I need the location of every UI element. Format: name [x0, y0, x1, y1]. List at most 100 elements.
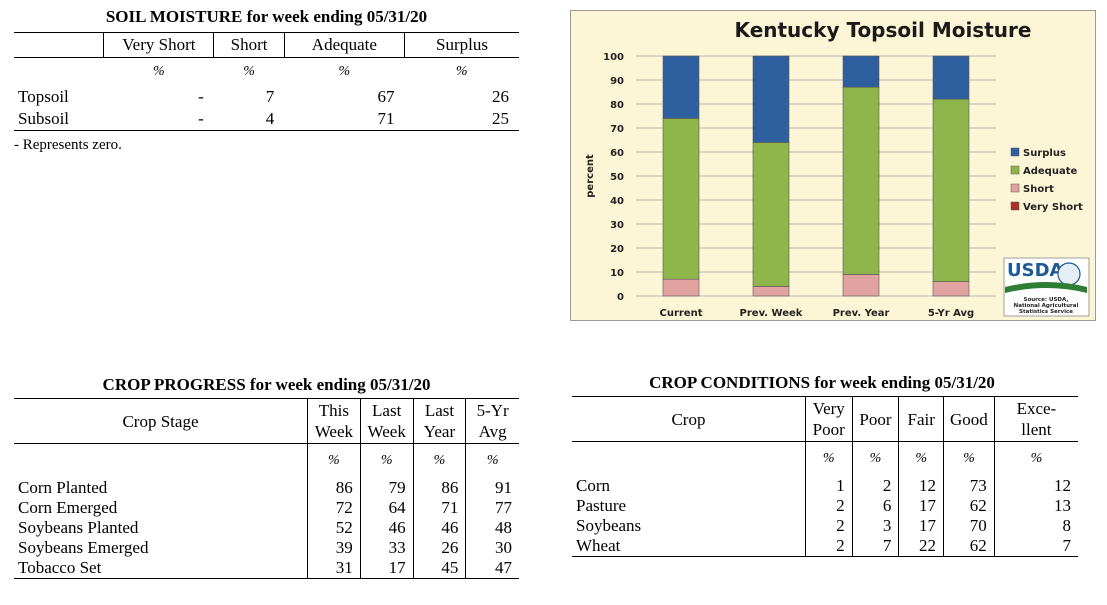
unit-cell: %: [153, 64, 165, 79]
column-header: Last Week: [359, 398, 414, 444]
unit-cell: %: [804, 441, 853, 476]
value-cell: 30: [465, 538, 519, 558]
column-header: This Week: [306, 398, 361, 444]
y-axis-label: percent: [585, 154, 596, 198]
table-row: Tobacco Set 31 17 45 47: [14, 558, 519, 579]
y-tick-label: 0: [617, 292, 624, 303]
column-header: Very Poor: [804, 396, 853, 442]
column-header: Short: [213, 32, 285, 58]
bar-segment-short: [842, 274, 880, 297]
row-label-header: [14, 32, 104, 58]
bar-segment-surplus: [842, 55, 880, 88]
table-row: Corn 1 2 12 73 12: [572, 476, 1078, 496]
value-cell: 64: [359, 498, 414, 518]
y-tick-label: 40: [610, 196, 624, 207]
usda-logo-text: USDA: [1007, 260, 1064, 281]
column-header: Surplus: [403, 32, 519, 58]
y-tick-label: 10: [610, 268, 624, 279]
zero-footnote: - Represents zero.: [14, 137, 122, 153]
unit-cell: %: [306, 443, 361, 478]
column-header: Crop: [572, 396, 806, 442]
x-tick-label: 5-Yr Avg: [928, 308, 974, 319]
row-label: Soybeans Planted: [18, 518, 139, 537]
column-header: 5-Yr Avg: [465, 398, 519, 444]
row-label: Tobacco Set: [14, 558, 308, 579]
value-cell: -: [198, 87, 204, 106]
table-row: Topsoil - 7 67 26: [14, 86, 519, 108]
value-cell: 62: [943, 536, 995, 557]
table-header-row: Crop Very Poor Poor Fair Good Exce-llent: [572, 396, 1078, 442]
value-cell: 62: [943, 496, 995, 516]
column-header: Good: [943, 396, 995, 442]
unit-row: % % % % %: [572, 441, 1078, 477]
bar-segment-short: [752, 286, 790, 297]
value-cell: 6: [851, 496, 899, 516]
value-cell: 73: [943, 476, 995, 496]
row-label: Corn Emerged: [18, 498, 118, 517]
unit-cell: %: [455, 64, 468, 79]
bar-segment-adequate: [932, 98, 970, 282]
value-cell: 12: [898, 476, 944, 496]
column-header: Crop Stage: [14, 398, 308, 444]
unit-cell: %: [465, 443, 519, 478]
soil-moisture-table: Very Short Short Adequate Surplus % % % …: [14, 32, 519, 131]
unit-cell: %: [412, 443, 466, 478]
legend-label: Very Short: [1023, 202, 1083, 213]
value-cell: 48: [465, 518, 519, 538]
legend-swatch: [1010, 165, 1020, 175]
value-cell: 86: [412, 478, 466, 498]
y-tick-label: 30: [610, 220, 624, 231]
bar-segment-surplus: [752, 55, 790, 143]
legend-swatch: [1010, 147, 1020, 157]
value-cell: 86: [306, 478, 361, 498]
column-header: Fair: [898, 396, 944, 442]
empty-cell: [572, 442, 805, 477]
value-cell: 33: [359, 538, 414, 558]
value-cell: 13: [993, 496, 1078, 516]
value-cell: 91: [465, 478, 519, 498]
value-cell: 8: [993, 516, 1078, 536]
value-cell: 12: [993, 476, 1078, 496]
row-label: Wheat: [572, 536, 806, 557]
bar-segment-surplus: [932, 55, 970, 100]
chart-title: Kentucky Topsoil Moisture: [735, 18, 1032, 42]
column-header: Last Year: [412, 398, 466, 444]
value-cell: 77: [465, 498, 519, 518]
source-text: Statistics Service: [1019, 309, 1073, 315]
row-label: Pasture: [576, 496, 627, 515]
y-tick-label: 20: [610, 244, 624, 255]
unit-cell: %: [359, 443, 414, 478]
crop-progress-title: CROP PROGRESS for week ending 05/31/20: [102, 375, 431, 394]
bar-segment-adequate: [842, 86, 880, 275]
bar-segment-adequate: [752, 142, 790, 287]
unit-cell: %: [243, 64, 255, 79]
usda-swoosh-icon: [1005, 282, 1087, 293]
row-label: Corn: [576, 476, 610, 495]
crop-conditions-title: CROP CONDITIONS for week ending 05/31/20: [649, 373, 995, 392]
value-cell: -: [103, 108, 214, 131]
crop-progress-table: Crop Stage This Week Last Week Last Year 5-…: [14, 398, 519, 579]
bar-segment-adequate: [662, 118, 700, 280]
soil-moisture-title: SOIL MOISTURE for week ending 05/31/20: [105, 7, 428, 26]
legend-swatch: [1010, 201, 1020, 211]
value-cell: 17: [898, 516, 944, 536]
legend-label: Surplus: [1023, 148, 1066, 159]
empty-cell: [14, 444, 307, 479]
value-cell: 17: [898, 496, 944, 516]
table-row: Corn Planted 86 79 86 91: [14, 478, 519, 498]
column-header: Poor: [851, 396, 899, 442]
crop-conditions-table: Crop Very Poor Poor Fair Good Exce-llent …: [572, 396, 1078, 557]
value-cell: 79: [359, 478, 414, 498]
legend-swatch: [1010, 183, 1020, 193]
value-cell: 46: [412, 518, 466, 538]
unit-cell: %: [851, 441, 899, 476]
row-label: Soybeans Emerged: [18, 538, 149, 557]
x-tick-label: Prev. Week: [740, 308, 803, 319]
y-tick-label: 100: [603, 52, 624, 63]
value-cell: 72: [306, 498, 361, 518]
value-cell: 7: [993, 536, 1078, 557]
column-header: Adequate: [283, 32, 405, 58]
unit-row: % % % %: [14, 443, 519, 479]
value-cell: 26: [412, 538, 466, 558]
unit-row: % % % %: [14, 58, 519, 87]
